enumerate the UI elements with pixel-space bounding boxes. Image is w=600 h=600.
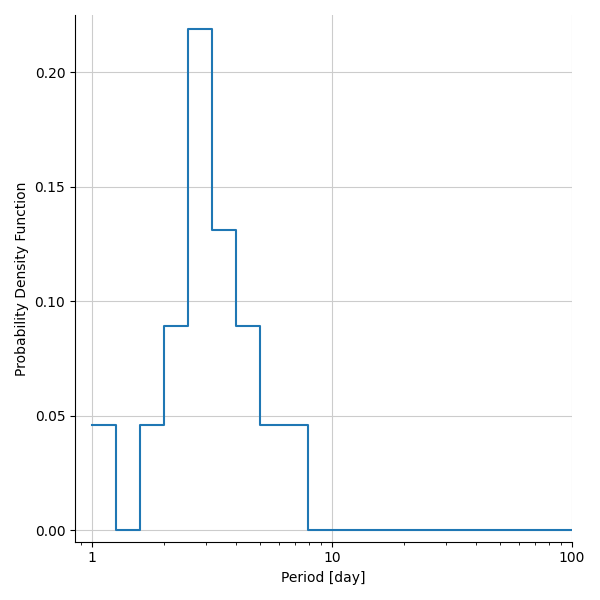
Y-axis label: Probability Density Function: Probability Density Function xyxy=(15,181,29,376)
X-axis label: Period [day]: Period [day] xyxy=(281,571,365,585)
